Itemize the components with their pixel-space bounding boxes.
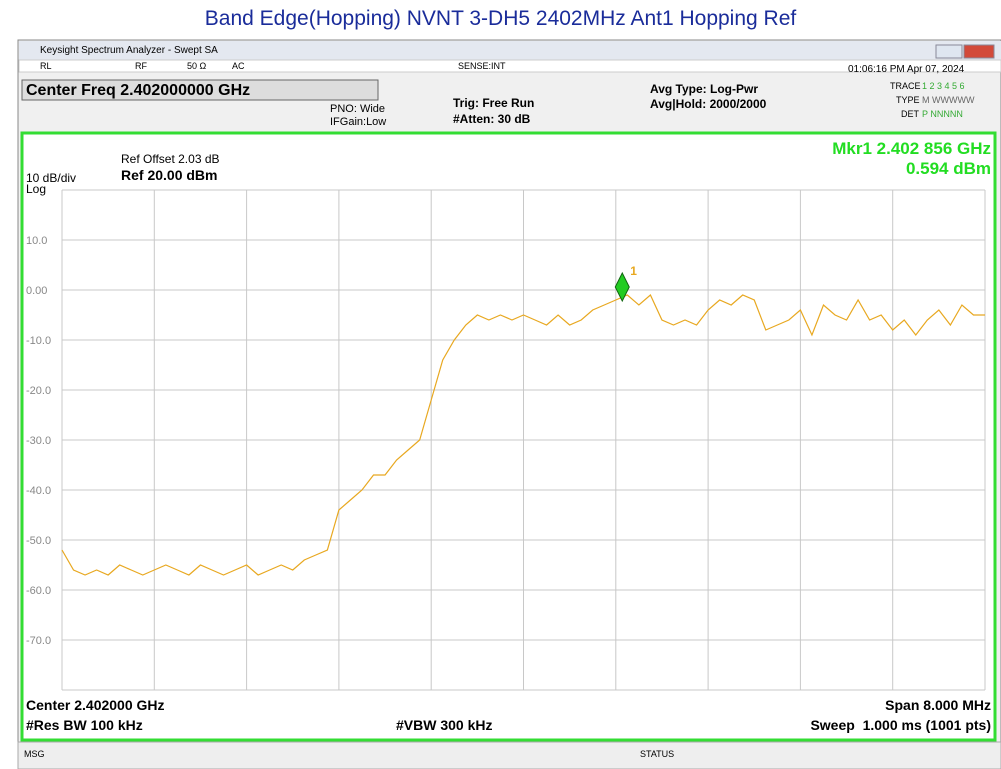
ref-offset: Ref Offset 2.03 dB [121,152,220,166]
coupling: AC [232,61,245,71]
y-tick-label: -20.0 [26,385,51,397]
y-tick-label: -70.0 [26,635,51,647]
span: Span 8.000 MHz [885,697,991,713]
pno: PNO: Wide [330,103,386,115]
page-title: Band Edge(Hopping) NVNT 3-DH5 2402MHz An… [204,7,797,30]
minimize-button[interactable] [935,44,963,59]
sense: SENSE:INT [458,61,506,71]
y-tick-label: -40.0 [26,485,51,497]
ifgain: IFGain:Low [330,116,387,128]
marker-value: 0.594 dBm [905,159,991,178]
marker-label: 1 [630,264,637,278]
y-tick-label: -30.0 [26,435,51,447]
vbw: #VBW 300 kHz [396,717,493,733]
center-freq-box [21,79,379,101]
avg-hold: Avg|Hold: 2000/2000 [650,97,767,111]
avg-type: Avg Type: Log-Pwr [650,82,758,96]
y-tick-label: 10.0 [26,235,47,247]
sweep: Sweep 1.000 ms (1001 pts) [810,717,991,733]
type-val: M WWWWW [922,95,975,105]
log: Log [26,182,47,196]
clock: 01:06:16 PM Apr 07, 2024 [848,64,965,75]
center-freq: Center Freq 2.402000000 GHz [26,82,251,99]
det-val: P NNNNN [922,109,963,119]
trace-label: TRACE [890,81,921,91]
marker-freq: Mkr1 2.402 856 GHz [832,139,991,158]
close-button[interactable] [963,44,995,59]
y-tick-label: -50.0 [26,535,51,547]
rbw: #Res BW 100 kHz [26,717,143,733]
marker [614,271,630,303]
trace [61,294,985,576]
ref: Ref 20.00 dBm [121,167,218,183]
status-bar [17,741,1001,769]
rf: RF [135,61,147,71]
atten: #Atten: 30 dB [453,112,531,126]
trig: Trig: Free Run [453,96,535,110]
type-label: TYPE [896,95,920,105]
status: STATUS [640,749,675,759]
settings-bar [18,59,1001,73]
y-tick-label: -10.0 [26,335,51,347]
trace-nums: 1 2 3 4 5 6 [922,81,965,91]
y-tick-label: 0.00 [26,285,47,297]
window-title: Keysight Spectrum Analyzer - Swept SA [40,45,218,56]
rl: RL [40,61,52,71]
scale: 10 dB/div [26,171,77,185]
det-label: DET [901,109,919,119]
center: Center 2.402000 GHz [26,697,165,713]
title-bar [19,41,1001,60]
screen [20,131,997,742]
y-tick-label: -60.0 [26,585,51,597]
impedance: 50 Ω [187,61,207,71]
msg: MSG [24,749,45,759]
